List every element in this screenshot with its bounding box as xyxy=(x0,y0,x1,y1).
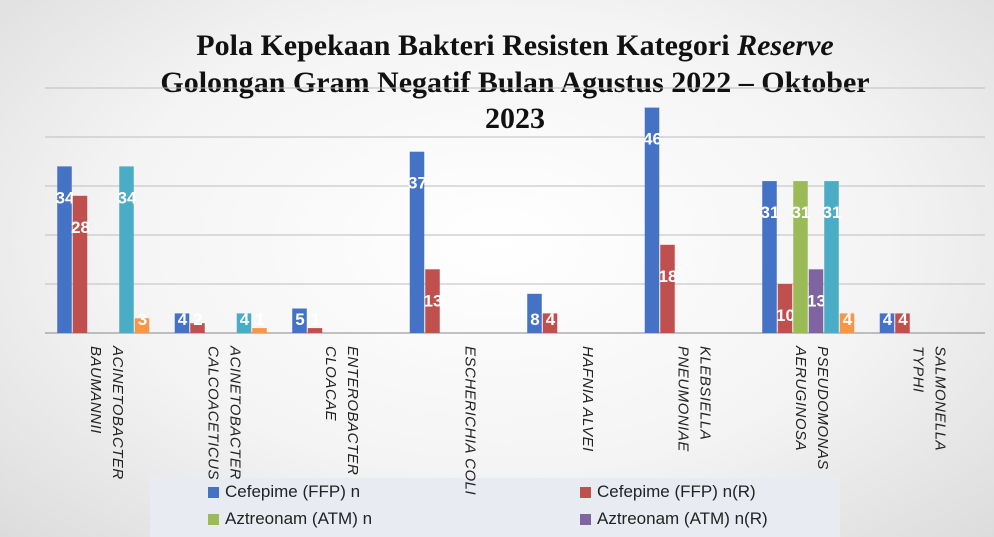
data-label: 3 xyxy=(138,310,147,329)
bar xyxy=(119,166,134,333)
data-label: 13 xyxy=(807,291,826,310)
title-italic: Reserve xyxy=(736,29,834,62)
x-tick-label: ESCHERICHIA COLI xyxy=(461,346,479,496)
data-label: 2 xyxy=(193,310,202,329)
legend-label: Cefepime (FFP) n xyxy=(225,482,361,501)
x-tick-label: ACINETOBACTER BAUMANNII xyxy=(86,346,126,480)
data-label: 4 xyxy=(546,310,556,329)
bar xyxy=(425,269,440,333)
bar xyxy=(57,166,72,333)
bar xyxy=(839,313,855,333)
x-tick-label: HAFNIA ALVEI xyxy=(578,346,596,452)
data-label: 4 xyxy=(843,310,853,329)
data-label: 10 xyxy=(776,306,795,325)
data-label: 37 xyxy=(408,174,427,193)
bar xyxy=(409,151,425,333)
bar xyxy=(292,308,307,333)
data-label: 18 xyxy=(659,267,678,286)
legend-swatch xyxy=(580,513,591,525)
data-label: 4 xyxy=(883,310,893,329)
title-line: Golongan Gram Negatif Bulan Agustus 2022… xyxy=(160,66,869,99)
x-tick-label: KLEBSIELLA PNEUMONIAE xyxy=(674,346,714,452)
bar xyxy=(236,313,252,333)
bar xyxy=(252,328,267,333)
data-label: 28 xyxy=(71,218,90,237)
bar xyxy=(134,318,150,333)
data-label: 4 xyxy=(898,310,908,329)
bar xyxy=(895,313,910,333)
data-label: 4 xyxy=(178,310,188,329)
legend-item: Aztreonam (ATM) n(R) xyxy=(580,509,768,529)
bar xyxy=(527,293,542,333)
data-label: 34 xyxy=(56,188,75,207)
bar xyxy=(542,313,558,333)
data-label: 13 xyxy=(424,291,443,310)
bar xyxy=(174,313,190,333)
data-label: 31 xyxy=(792,203,811,222)
data-label: 1 xyxy=(311,310,320,329)
x-tick-label: PSEUDOMONAS AERUGINOSA xyxy=(791,346,831,470)
data-label: 4 xyxy=(240,310,250,329)
legend-swatch xyxy=(208,513,219,525)
bar xyxy=(824,181,839,333)
bar xyxy=(644,107,660,333)
data-label: 46 xyxy=(643,130,662,149)
legend-item: Cefepime (FFP) n(R) xyxy=(580,482,756,502)
data-label: 1 xyxy=(255,310,264,329)
bar xyxy=(660,244,675,333)
x-tick-label: ACINETOBACTER CALCOACETICUS xyxy=(204,346,244,481)
chart-title: Pola Kepekaan Bakteri Resisten Kategori … xyxy=(196,29,833,62)
bar xyxy=(777,284,793,333)
legend-item: Cefepime (FFP) n xyxy=(208,482,360,502)
bar xyxy=(879,313,895,333)
bar xyxy=(307,328,323,333)
bar xyxy=(762,181,777,333)
bar xyxy=(72,195,88,333)
data-label: 8 xyxy=(530,310,539,329)
data-label: 31 xyxy=(823,203,842,222)
x-tick-label: SALMONELLA TYPHI xyxy=(909,346,949,451)
legend-label: Aztreonam (ATM) n xyxy=(225,509,373,528)
legend: Cefepime (FFP) n Cefepime (FFP) n(R) Aztre… xyxy=(150,478,840,537)
title-line: Pola Kepekaan Bakteri Resisten Kategori xyxy=(196,29,729,62)
data-label: 5 xyxy=(295,310,304,329)
legend-item: Aztreonam (ATM) n xyxy=(208,509,372,529)
bar xyxy=(793,181,808,333)
x-tick-label: ENTEROBACTER CLOACAE xyxy=(321,346,361,476)
data-label: 34 xyxy=(118,188,137,207)
data-label: 31 xyxy=(761,203,780,222)
bar xyxy=(808,269,824,333)
legend-label: Cefepime (FFP) n(R) xyxy=(597,482,756,501)
title-line: 2023 xyxy=(485,102,545,135)
legend-swatch xyxy=(208,486,219,498)
legend-swatch xyxy=(580,486,591,498)
bar xyxy=(190,323,205,333)
legend-label: Aztreonam (ATM) n(R) xyxy=(597,509,768,528)
